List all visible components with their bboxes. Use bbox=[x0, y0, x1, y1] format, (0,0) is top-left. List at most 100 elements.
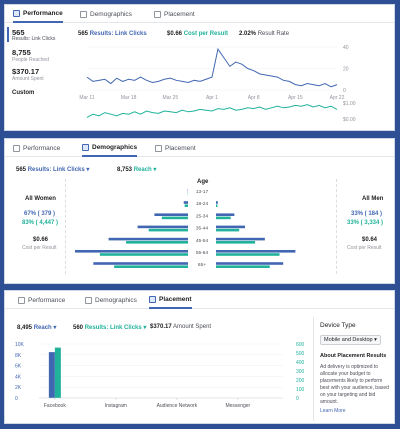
results-metric-select[interactable]: 565 Results: Link Clicks ▾ bbox=[16, 167, 90, 173]
tab-demographics[interactable]: Demographics bbox=[82, 139, 138, 157]
results-value[interactable]: 565 bbox=[12, 28, 25, 37]
learn-more-link[interactable]: Learn More bbox=[320, 408, 346, 414]
selected-indicator bbox=[7, 27, 9, 42]
men-reach-bar bbox=[216, 241, 256, 244]
men-results-bar bbox=[216, 262, 284, 265]
age-tick-label: 45-54 bbox=[196, 238, 209, 244]
tab-bar: Performance Demographics Placement bbox=[5, 5, 394, 23]
chart-icon bbox=[13, 9, 20, 17]
results-metric-select[interactable]: 560 Results: Link Clicks ▾ bbox=[73, 325, 147, 331]
y-right-tick-label: 500 bbox=[296, 351, 305, 357]
women-results: 67% ( 379 ) bbox=[24, 211, 56, 217]
chevron-down-icon: ▾ bbox=[86, 167, 90, 173]
men-title: All Men bbox=[362, 196, 384, 202]
women-results-bar bbox=[154, 213, 188, 216]
x-tick-label: Apr 22 bbox=[330, 95, 345, 101]
x-tick-label: Messenger bbox=[225, 403, 250, 409]
x-tick-label: Facebook bbox=[44, 403, 66, 409]
results-line bbox=[86, 47, 338, 88]
stat-results: 565 Results: Link Clicks bbox=[78, 31, 147, 37]
men-reach-bar bbox=[216, 265, 270, 268]
results-bar bbox=[54, 347, 61, 398]
y-tick-label: 0 bbox=[343, 88, 346, 94]
y-tick-label: 40 bbox=[343, 45, 349, 51]
men-results-bar bbox=[216, 237, 265, 241]
reach-bar bbox=[48, 352, 55, 398]
women-reach-bar bbox=[114, 265, 188, 268]
men-results: 33% ( 184 ) bbox=[351, 211, 383, 217]
people-icon bbox=[80, 10, 87, 18]
chevron-down-icon: ▾ bbox=[153, 167, 157, 173]
tab-performance[interactable]: Performance bbox=[13, 5, 63, 23]
y-right-tick-label: 600 bbox=[296, 342, 305, 348]
stat-cost-per-result: $0.66 Cost per Result bbox=[167, 31, 229, 37]
x-tick-label: Mar 18 bbox=[121, 95, 137, 101]
reach-metric-select[interactable]: 8,753 Reach ▾ bbox=[117, 167, 157, 173]
tab-demographics[interactable]: Demographics bbox=[80, 5, 132, 23]
placement-panel: Performance Demographics Placement 8,495… bbox=[4, 290, 395, 424]
demographics-panel: Performance Demographics Placement 565 R… bbox=[4, 138, 395, 284]
about-line: on your targeting and bid bbox=[320, 392, 376, 398]
divider bbox=[65, 179, 66, 274]
device-type-title: Device Type bbox=[320, 322, 356, 329]
about-line: placements likely to perform bbox=[320, 378, 383, 384]
custom-date-label[interactable]: Custom bbox=[12, 90, 35, 96]
cost-per-result-line bbox=[86, 104, 338, 118]
age-axis-title: Age bbox=[197, 179, 209, 185]
tab-placement[interactable]: Placement bbox=[149, 291, 192, 309]
chevron-down-icon: ▾ bbox=[53, 325, 57, 331]
reach-metric-select[interactable]: 8,495 Reach ▾ bbox=[17, 325, 57, 331]
amount-spent-value[interactable]: $370.17 bbox=[12, 67, 40, 76]
men-reach-bar bbox=[216, 228, 240, 232]
women-reach-bar bbox=[148, 228, 188, 232]
x-tick-label: Apr 8 bbox=[248, 95, 260, 101]
tab-placement[interactable]: Placement bbox=[155, 139, 196, 157]
age-tick-label: 25-34 bbox=[196, 213, 209, 219]
tab-performance[interactable]: Performance bbox=[13, 139, 60, 157]
people-reached-label: People Reached bbox=[12, 57, 49, 63]
women-results-bar bbox=[93, 262, 188, 265]
y-tick-label: $0.00 bbox=[343, 117, 356, 123]
results-label: Results: Link Clicks bbox=[12, 36, 56, 42]
tab-placement[interactable]: Placement bbox=[154, 5, 195, 23]
people-icon bbox=[85, 296, 92, 304]
men-results-bar bbox=[216, 250, 296, 253]
y-tick-label: $1.00 bbox=[343, 101, 356, 107]
people-reached-value[interactable]: 8,755 bbox=[12, 48, 31, 57]
chart-icon bbox=[18, 296, 25, 304]
x-tick-label: Mar 11 bbox=[79, 95, 94, 101]
women-reach-bar bbox=[184, 204, 188, 207]
x-tick-label: Apr 1 bbox=[206, 95, 218, 101]
tab-demographics[interactable]: Demographics bbox=[85, 291, 137, 309]
men-results-bar bbox=[216, 201, 218, 204]
x-tick-label: Audience Network bbox=[157, 403, 198, 409]
tab-performance[interactable]: Performance bbox=[18, 291, 65, 309]
men-results-bar bbox=[216, 225, 246, 229]
age-tick-label: 35-44 bbox=[196, 226, 209, 232]
placement-icon bbox=[155, 144, 162, 152]
age-tick-label: 13-17 bbox=[196, 189, 209, 195]
y-left-tick-label: 2K bbox=[15, 385, 22, 391]
people-icon bbox=[82, 143, 89, 151]
y-right-tick-label: 200 bbox=[296, 378, 305, 384]
about-line: best with your audience, based bbox=[320, 385, 389, 391]
men-cpr-label: Cost per Result bbox=[347, 245, 382, 251]
y-left-tick-label: 10K bbox=[15, 342, 25, 348]
y-left-tick-label: 0 bbox=[15, 396, 18, 402]
placement-icon bbox=[149, 295, 156, 303]
placement-icon bbox=[154, 10, 161, 18]
women-reach: 83% ( 4,447 ) bbox=[22, 220, 59, 226]
y-right-tick-label: 0 bbox=[296, 396, 299, 402]
age-gender-pyramid-chart: 13-17 18-24 25-34 35-44 45-54 55-64 65+ bbox=[75, 189, 296, 268]
y-tick-label: 20 bbox=[343, 67, 349, 73]
chevron-down-icon: ▾ bbox=[143, 325, 147, 331]
women-cpr-value: $0.66 bbox=[33, 237, 49, 243]
about-line: amount. bbox=[320, 399, 339, 405]
y-left-tick-label: 8K bbox=[15, 353, 22, 359]
tab-bar: Performance Demographics Placement bbox=[5, 291, 394, 309]
women-results-bar bbox=[108, 237, 188, 241]
device-type-select[interactable]: Mobile and Desktop ▾ bbox=[320, 335, 381, 345]
tab-bar: Performance Demographics Placement bbox=[5, 139, 394, 157]
y-right-tick-label: 400 bbox=[296, 360, 305, 366]
men-reach-bar bbox=[216, 253, 280, 256]
